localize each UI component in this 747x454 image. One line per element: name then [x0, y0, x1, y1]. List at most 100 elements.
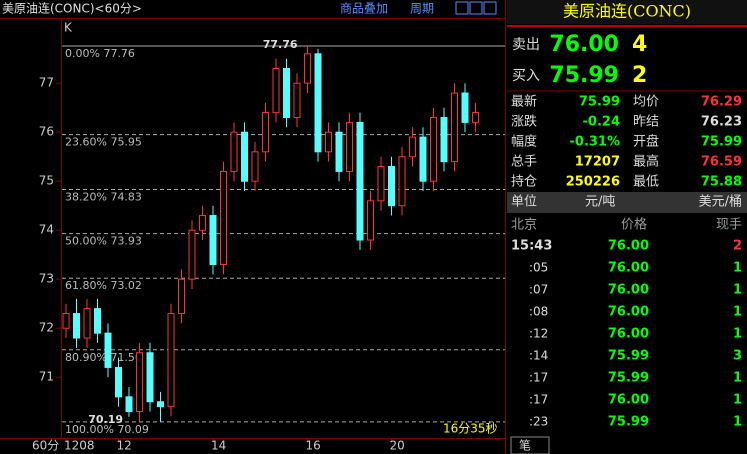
unit-value: 元/吨 — [585, 195, 615, 210]
stat-value: 75.88 — [701, 175, 742, 190]
ticks-header: 现手 — [716, 218, 742, 233]
price-annotation: 70.19 — [88, 413, 123, 426]
candle-body — [356, 121, 364, 241]
tick-size: 1 — [733, 305, 742, 320]
candle-body — [251, 151, 259, 182]
ticks-header: 价格 — [621, 217, 647, 233]
candle-body — [188, 229, 196, 280]
stat-label: 涨跌 — [511, 114, 537, 130]
candle-body — [199, 215, 206, 231]
x-tick-label: 12 — [117, 439, 132, 453]
candle-body — [409, 136, 416, 158]
stat-label: 最新 — [511, 94, 537, 110]
period-label: 60分 — [32, 439, 59, 453]
stat-label: 最低 — [633, 175, 659, 190]
ticks-header: 北京 — [511, 218, 537, 233]
candle-body — [115, 366, 122, 398]
tab[interactable] — [510, 436, 550, 454]
x-tick-label: 14 — [211, 439, 226, 453]
button[interactable]: 周期 — [410, 2, 434, 16]
candle-body — [304, 53, 311, 84]
stat-label: 开盘 — [633, 134, 659, 150]
candle-body — [377, 166, 385, 202]
stat-value: 75.99 — [579, 95, 620, 110]
candle-body — [367, 200, 374, 241]
candle-body — [73, 313, 80, 339]
candle-body — [62, 313, 70, 329]
stat-value: 76.23 — [701, 115, 742, 130]
tick-time: :17 — [529, 393, 548, 407]
fib-label: 0.00% 77.76 — [65, 47, 135, 60]
candle-body — [230, 131, 238, 172]
tick-size: 1 — [733, 415, 742, 430]
tick-price: 75.99 — [608, 415, 649, 430]
candle-body — [293, 82, 301, 119]
tick-size: 1 — [733, 327, 742, 342]
tick-price: 76.00 — [608, 327, 649, 342]
candle-body — [388, 166, 395, 207]
fib-label: 23.60% 75.95 — [65, 136, 142, 149]
icon-button[interactable] — [469, 1, 483, 15]
candle-body — [94, 308, 101, 334]
tick-size: 3 — [733, 349, 742, 364]
tick-time: :08 — [529, 305, 548, 319]
candle-body — [461, 92, 469, 123]
tick-time: 15:43 — [511, 239, 552, 254]
side-size: 2 — [632, 63, 647, 88]
stat-value: 75.99 — [701, 135, 742, 150]
candle-body — [104, 332, 112, 368]
fib-label: 100.00% 70.09 — [65, 423, 149, 436]
tick-time: :14 — [529, 349, 548, 363]
y-tick-label: 73 — [39, 272, 54, 286]
stat-value: 76.59 — [701, 155, 742, 170]
tick-price: 76.00 — [608, 393, 649, 408]
stat-label: 持仓 — [511, 175, 537, 190]
candle-body — [335, 131, 343, 172]
x-tick-label: 1208 — [64, 439, 95, 453]
button[interactable]: 商品叠加 — [340, 1, 388, 16]
candle-body — [220, 170, 227, 266]
candle-body — [125, 396, 133, 413]
stat-value: 76.29 — [701, 95, 742, 110]
tick-size: 1 — [733, 371, 742, 386]
candle-body — [209, 215, 217, 266]
panel-label: K — [64, 21, 73, 35]
y-tick-label: 72 — [39, 321, 54, 335]
side-price: 75.99 — [549, 63, 619, 88]
candle-body — [272, 67, 280, 114]
tick-price: 76.00 — [608, 261, 649, 276]
candle-body — [157, 401, 164, 408]
tick-price: 75.99 — [608, 371, 649, 386]
tick-time: :07 — [529, 283, 548, 297]
unit-label: 单位 — [511, 195, 537, 210]
stat-label: 最高 — [633, 154, 659, 170]
candle-body — [419, 136, 427, 182]
candle-body — [430, 117, 437, 182]
icon-button[interactable] — [455, 1, 469, 15]
stat-value: 250226 — [566, 175, 620, 190]
tick-time: :23 — [529, 415, 548, 429]
candle-body — [451, 92, 458, 163]
unit-option[interactable]: 美元/桶 — [699, 195, 742, 210]
y-tick-label: 75 — [39, 174, 54, 188]
candle-body — [314, 53, 322, 153]
stat-label: 总手 — [511, 155, 537, 170]
candle-body — [398, 156, 406, 207]
candle-body — [440, 117, 448, 163]
tick-time: :12 — [529, 327, 548, 341]
timer: 16分35秒 — [443, 422, 498, 436]
quote-title: 美原油连(CONC) — [563, 2, 691, 21]
fib-label: 61.80% 73.02 — [65, 279, 142, 292]
tick-time: :17 — [529, 371, 548, 385]
side-size: 4 — [632, 32, 647, 57]
tick-size: 2 — [733, 239, 742, 254]
candle-body — [262, 112, 269, 153]
y-tick-label: 77 — [39, 76, 54, 90]
icon-button[interactable] — [483, 1, 497, 15]
stat-value: -0.24 — [583, 115, 620, 130]
candle-body — [346, 121, 353, 172]
candle-body — [136, 352, 143, 413]
stat-label: 均价 — [633, 95, 659, 110]
tick-price: 76.00 — [608, 239, 649, 254]
